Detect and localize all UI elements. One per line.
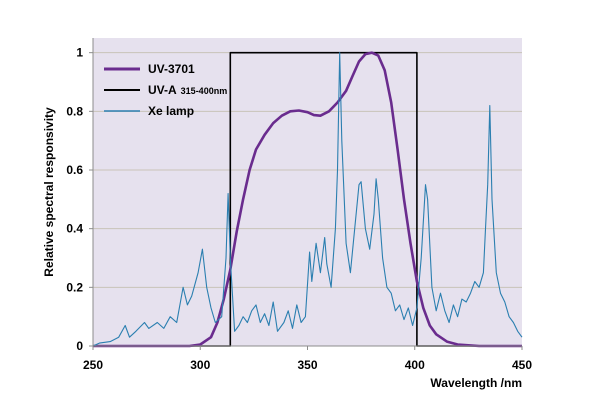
y-tick-label: 1 xyxy=(76,46,83,60)
axes xyxy=(89,38,523,350)
y-tick-label: 0.6 xyxy=(66,163,83,177)
plot-area xyxy=(93,38,522,346)
x-tick-label: 350 xyxy=(297,358,317,372)
legend-series-suffix: 315-400nm xyxy=(181,86,228,96)
series-line-0 xyxy=(93,51,522,348)
y-tick-label: 0.2 xyxy=(66,280,83,294)
x-axis-label: Wavelength /nm xyxy=(430,376,522,390)
legend-series-name: UV-3701 xyxy=(148,62,195,76)
x-tick-label: 300 xyxy=(190,358,210,372)
legend-series-name: Xe lamp xyxy=(148,104,194,118)
legend-entry: UV-3701 xyxy=(148,62,195,76)
x-tick-label: 250 xyxy=(83,358,103,372)
y-tick-label: 0 xyxy=(76,339,83,353)
x-tick-label: 400 xyxy=(405,358,425,372)
legend-series-name: UV-A xyxy=(148,83,177,97)
legend: UV-3701 UV-A 315-400nm Xe lamp xyxy=(104,62,227,118)
legend-entry: Xe lamp xyxy=(148,104,194,118)
tick-labels: 0 0.2 0.4 0.6 0.8 1 250 300 350 400 450 xyxy=(66,46,532,372)
y-tick-label: 0.8 xyxy=(66,104,83,118)
y-tick-label: 0.4 xyxy=(66,222,83,236)
series-line-2 xyxy=(92,52,523,347)
legend-entry: UV-A 315-400nm xyxy=(148,83,227,97)
y-axis-label: Relative spectral responsivity xyxy=(42,107,56,277)
x-tick-label: 450 xyxy=(512,358,532,372)
